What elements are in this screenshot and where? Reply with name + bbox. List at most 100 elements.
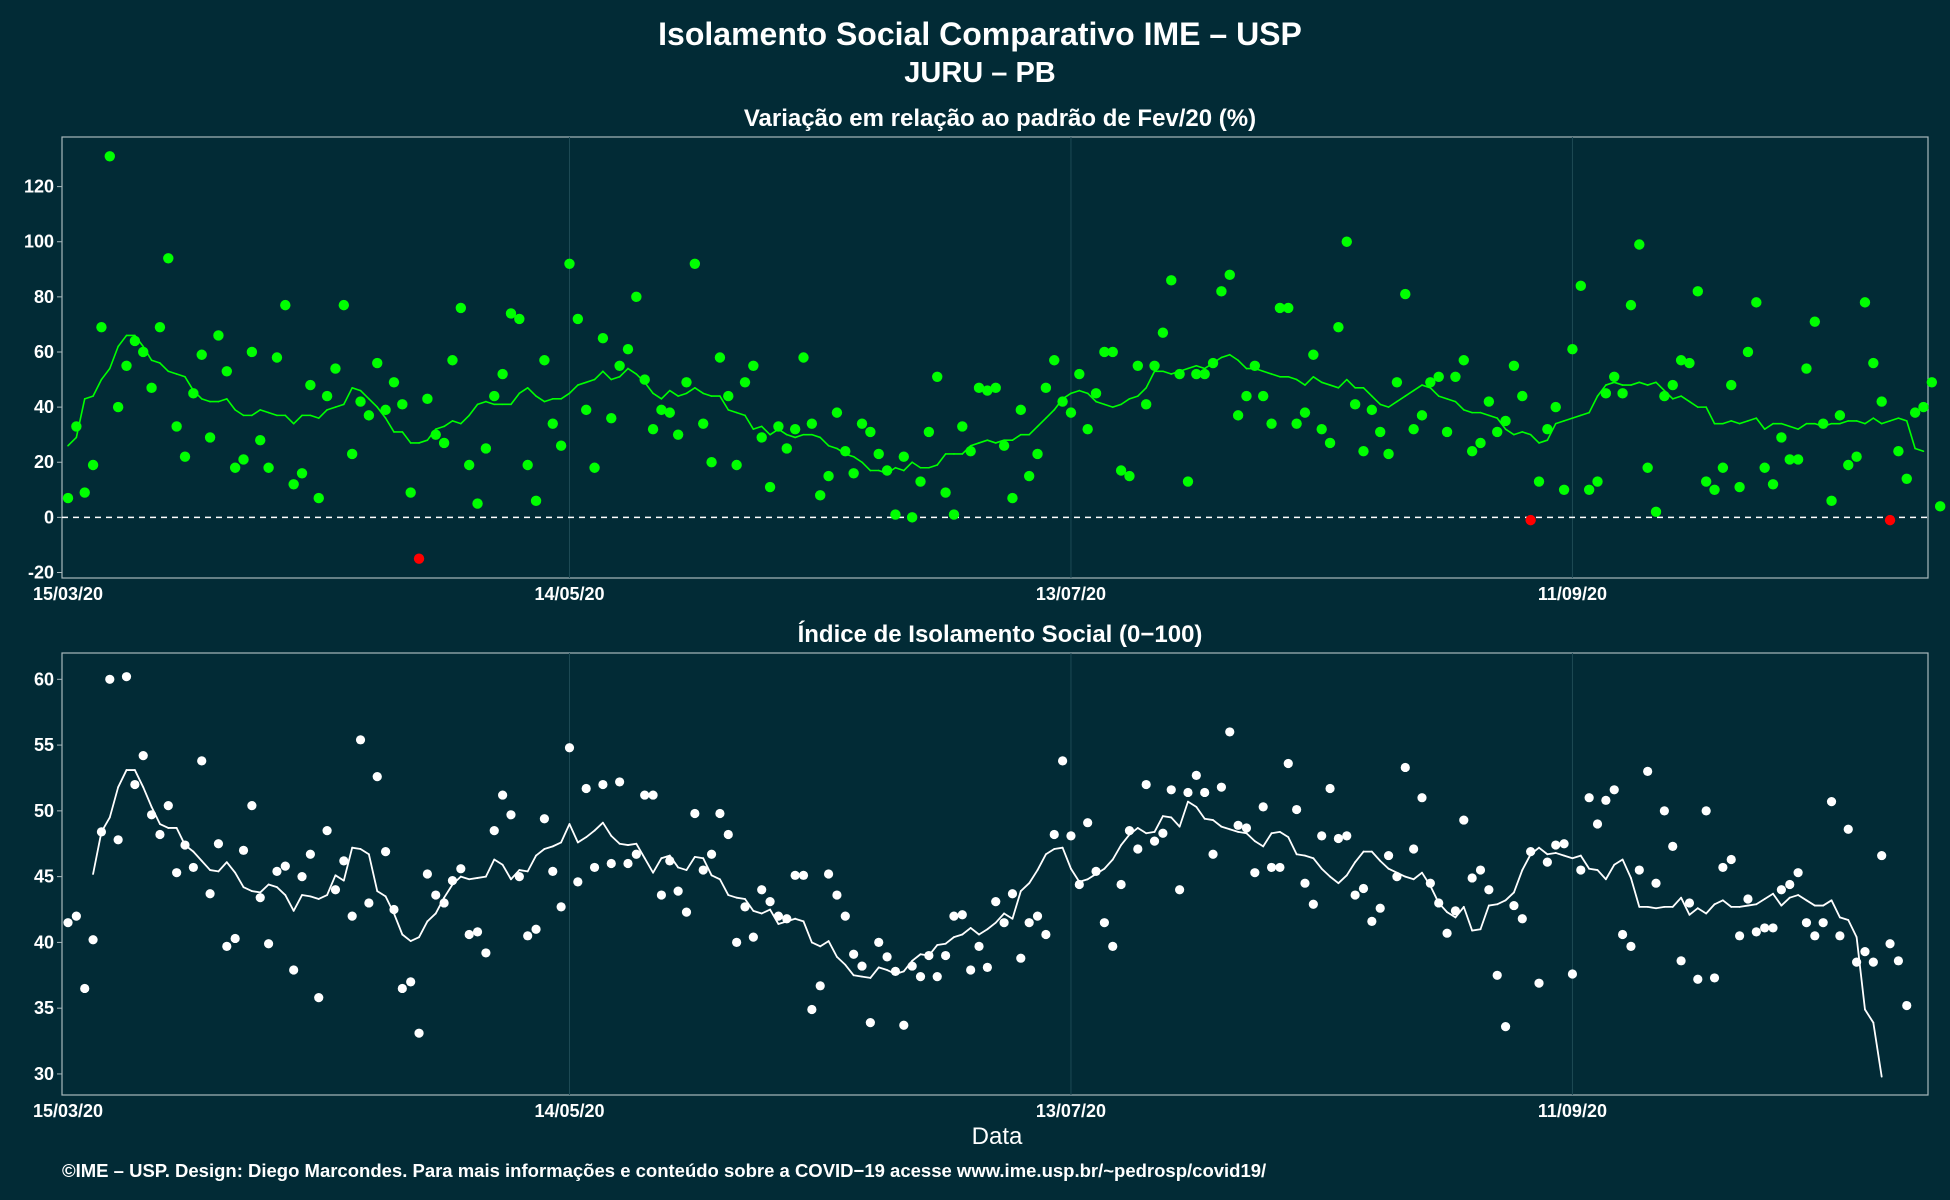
data-point [1901, 473, 1912, 484]
data-point [364, 898, 374, 908]
moving-average-segment [117, 334, 128, 348]
data-point [832, 890, 842, 900]
moving-average-segment [969, 927, 980, 936]
data-point [1283, 302, 1294, 314]
data-point [1726, 379, 1737, 391]
moving-average-segment [1713, 899, 1724, 906]
data-point [982, 385, 993, 396]
moving-average-segment [209, 869, 220, 873]
data-point [314, 993, 324, 1003]
data-point [1425, 878, 1435, 888]
data-point [890, 966, 901, 976]
x-tick-label: 15/03/20 [33, 1101, 103, 1121]
data-point [489, 825, 499, 836]
moving-average-segment [1721, 899, 1733, 908]
moving-average-segment [1830, 899, 1841, 919]
data-point [296, 468, 308, 479]
data-point [1643, 766, 1653, 776]
data-point [1709, 484, 1720, 495]
data-point [155, 829, 165, 840]
data-point [849, 949, 859, 959]
moving-average-segment [1479, 411, 1490, 417]
data-point [1650, 506, 1662, 518]
data-point [957, 910, 967, 920]
moving-average-segment [1613, 858, 1624, 866]
data-point [289, 965, 299, 975]
data-point [623, 858, 633, 869]
data-point [672, 429, 684, 440]
moving-average-segment [618, 842, 629, 846]
data-point [1283, 758, 1293, 769]
data-point [1099, 918, 1109, 928]
data-point [1567, 969, 1578, 979]
data-point [1701, 806, 1711, 816]
moving-average-segment [953, 933, 964, 939]
data-point [1776, 885, 1786, 895]
data-point [1032, 448, 1043, 460]
moving-average-segment [359, 848, 370, 856]
data-point [1634, 239, 1645, 250]
data-point [530, 495, 542, 507]
data-point [547, 418, 558, 429]
data-point [790, 870, 800, 880]
moving-average-segment [1889, 417, 1900, 422]
moving-average-segment [1847, 919, 1858, 939]
data-point [1023, 470, 1035, 482]
data-point [1826, 797, 1837, 807]
data-point [723, 829, 733, 840]
moving-average-segment [1045, 409, 1056, 419]
data-point [991, 897, 1001, 907]
data-point [1341, 236, 1352, 247]
data-point [731, 459, 742, 471]
moving-average-segment [267, 883, 278, 889]
data-point [1659, 806, 1669, 816]
data-point [1667, 379, 1678, 391]
data-point [1843, 459, 1854, 471]
moving-average-segment [1772, 892, 1783, 907]
moving-average-segment [1103, 403, 1114, 408]
data-point [1835, 931, 1845, 941]
moving-average-segment [944, 936, 955, 945]
panel-2-title: Índice de Isolamento Social (0−100) [798, 620, 1203, 648]
moving-average-segment [1044, 848, 1056, 856]
data-point [431, 890, 441, 900]
data-point [188, 862, 198, 873]
moving-average-segment [1671, 896, 1682, 908]
moving-average-segment [1170, 816, 1181, 828]
moving-average-segment [1295, 853, 1306, 857]
moving-average-segment [301, 894, 312, 898]
moving-average-segment [560, 392, 571, 400]
data-point [656, 890, 667, 900]
data-point [798, 352, 809, 363]
moving-average-segment [526, 387, 537, 397]
moving-average-segment [543, 845, 554, 850]
data-point [1776, 432, 1787, 443]
data-point [105, 674, 115, 684]
data-point [205, 889, 215, 899]
moving-average-segment [1605, 381, 1616, 386]
moving-average-segment [1780, 422, 1791, 428]
data-point [1441, 426, 1453, 438]
moving-average-segment [409, 936, 420, 942]
moving-average-segment [1638, 381, 1649, 386]
data-point [1174, 368, 1185, 380]
data-point [1508, 360, 1520, 371]
moving-average-segment [426, 912, 437, 923]
moving-average-segment [117, 769, 128, 789]
moving-average-segment [1145, 370, 1156, 389]
moving-average-segment [1747, 417, 1758, 422]
data-point [1383, 850, 1394, 861]
moving-average-segment [1855, 420, 1866, 425]
moving-average-segment [167, 370, 178, 375]
data-point [1342, 831, 1352, 841]
data-point [213, 330, 224, 341]
data-point [773, 421, 784, 432]
moving-average-segment [1195, 806, 1206, 820]
moving-average-segment [1730, 420, 1741, 425]
y-tick-label: 40 [34, 397, 54, 417]
data-point [581, 783, 591, 794]
moving-average-segment [1061, 846, 1072, 870]
moving-average-segment [844, 963, 855, 977]
data-point [1642, 462, 1653, 473]
moving-average-segment [1579, 854, 1591, 870]
